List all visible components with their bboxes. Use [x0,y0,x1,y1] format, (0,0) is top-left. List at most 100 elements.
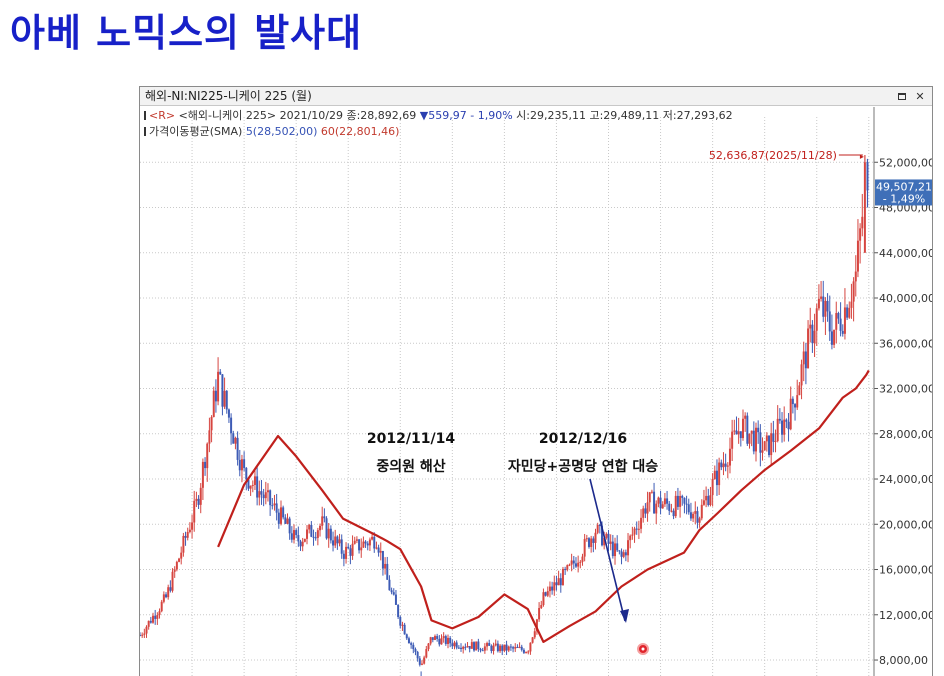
candle-body [499,645,502,652]
candle-body [444,636,447,644]
candle-body [516,646,519,648]
candle-body [251,484,254,486]
candle-body [509,646,512,648]
window-titlebar[interactable]: 해외-NI:NI225-니케이 225 (월) ✕ [140,87,932,106]
candle-body [605,533,608,538]
candle-body [338,539,341,544]
candle-body [492,645,495,652]
candle-body [535,619,538,632]
candle-body [637,528,640,530]
candle-body [245,467,248,480]
candle-body [757,427,760,433]
candle-body [594,532,597,543]
candle-body [373,536,376,549]
candle-body [342,553,345,559]
close-button[interactable]: ✕ [914,90,926,103]
candle-body [308,524,311,530]
candle-body [386,563,389,580]
candle-body [210,417,213,431]
candle-body [572,560,575,564]
candle-body [464,646,467,648]
candle-body [776,418,779,442]
candle-body [319,525,322,531]
candle-body [334,536,337,546]
candle-body [364,541,367,544]
candle-body [791,398,794,405]
candle-body [496,643,499,652]
candle-body [735,430,738,435]
candle-body [501,645,504,651]
maximize-button[interactable] [896,91,908,103]
candle-body [462,646,465,649]
candle-body [225,390,228,410]
candle-body [633,528,636,535]
current-price-value: 49,507,21 [876,180,932,193]
candle-body [564,569,567,571]
candle-body [768,435,771,456]
candle-body [635,528,638,530]
candle-body [781,420,784,435]
candle-body [327,528,330,539]
candle-body [752,430,755,452]
candle-body [321,516,324,526]
candle-body [221,374,224,407]
candle-body [420,663,423,665]
candle-body [201,461,204,488]
candle-body [653,491,656,514]
candle-body [770,433,773,456]
candle-body [789,398,792,430]
candle-body [260,491,263,495]
candle-body [685,503,688,505]
candle-body [349,548,352,556]
candle-body [583,539,586,557]
candle-body [358,539,361,551]
arrow-head-icon [620,609,629,623]
candle-body [607,533,610,544]
candle-body [175,561,178,570]
candle-body [392,592,395,595]
candle-body [802,351,805,365]
candle-body [689,512,692,519]
candle-body [440,638,443,645]
candle-body [759,432,762,453]
candle-body [772,433,775,442]
candle-body [525,652,528,654]
candle-body [646,502,649,514]
candle-body [551,586,554,591]
candle-body [219,371,222,375]
candle-body [340,539,343,554]
candle-body [739,431,742,439]
candle-body [165,594,168,598]
candle-body [455,642,458,648]
candle-body [249,485,252,489]
candle-body [603,537,606,546]
candle-body [674,495,677,517]
candle-body [540,605,543,609]
candle-body [622,552,625,557]
candle-body [178,558,181,562]
candle-body [640,517,643,529]
candle-body [397,604,400,617]
candle-body [731,431,734,449]
candle-body [642,508,645,518]
candle-body [694,511,697,514]
event2-text: 자민당+공명당 연합 대승 [508,458,658,475]
event1-date: 2012/11/14 [367,431,455,447]
candle-body [841,330,844,334]
y-tick-label: 20,000,00 [879,518,933,531]
candle-body [817,298,820,309]
candle-body [702,500,705,505]
candle-body [859,228,862,241]
candle-body [848,307,851,318]
candle-body [360,547,363,551]
candle-body [611,541,614,557]
candle-body [676,495,679,507]
candle-body [585,538,588,540]
candle-body [774,441,777,443]
candle-body [460,647,463,649]
candle-body [204,461,207,469]
candle-body [811,324,814,344]
candle-body [141,634,144,636]
sma-label: 가격이동평균(SMA) [149,125,243,138]
candle-body [705,495,708,501]
